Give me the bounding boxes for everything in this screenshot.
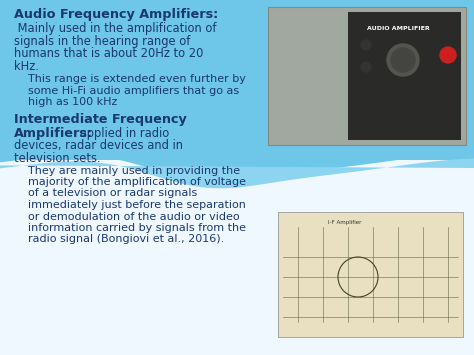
Text: majority of the amplification of voltage: majority of the amplification of voltage <box>14 177 246 187</box>
Circle shape <box>440 47 456 63</box>
Bar <box>0 0 474 160</box>
Polygon shape <box>0 158 474 188</box>
Text: kHz.: kHz. <box>14 60 39 72</box>
Text: Amplifiers:: Amplifiers: <box>14 126 93 140</box>
Text: Mainly used in the amplification of: Mainly used in the amplification of <box>14 22 217 35</box>
Text: radio signal (Bongiovi et al., 2016).: radio signal (Bongiovi et al., 2016). <box>14 235 224 245</box>
Text: some Hi-Fi audio amplifiers that go as: some Hi-Fi audio amplifiers that go as <box>14 86 239 95</box>
Bar <box>348 12 461 140</box>
Text: Intermediate Frequency: Intermediate Frequency <box>14 113 187 126</box>
Circle shape <box>387 44 419 76</box>
Text: or demodulation of the audio or video: or demodulation of the audio or video <box>14 212 240 222</box>
Text: humans that is about 20Hz to 20: humans that is about 20Hz to 20 <box>14 47 203 60</box>
Text: information carried by signals from the: information carried by signals from the <box>14 223 246 233</box>
Text: applied in radio: applied in radio <box>76 126 169 140</box>
Circle shape <box>361 62 371 72</box>
Bar <box>278 212 463 337</box>
Text: Audio Frequency Amplifiers:: Audio Frequency Amplifiers: <box>14 8 218 21</box>
Text: devices, radar devices and in: devices, radar devices and in <box>14 140 183 153</box>
Text: This range is extended even further by: This range is extended even further by <box>14 74 246 84</box>
Text: AUDIO AMPLIFIER: AUDIO AMPLIFIER <box>366 27 429 32</box>
Text: They are mainly used in providing the: They are mainly used in providing the <box>14 165 240 175</box>
Text: television sets.: television sets. <box>14 153 100 165</box>
Circle shape <box>361 40 371 50</box>
Text: of a television or radar signals: of a television or radar signals <box>14 189 197 198</box>
Text: signals in the hearing range of: signals in the hearing range of <box>14 34 191 48</box>
Text: I-F Amplifier: I-F Amplifier <box>328 220 361 225</box>
Bar <box>268 7 466 145</box>
Text: high as 100 kHz: high as 100 kHz <box>14 97 118 107</box>
Text: immediately just before the separation: immediately just before the separation <box>14 200 246 210</box>
Polygon shape <box>0 0 474 182</box>
Circle shape <box>391 48 415 72</box>
